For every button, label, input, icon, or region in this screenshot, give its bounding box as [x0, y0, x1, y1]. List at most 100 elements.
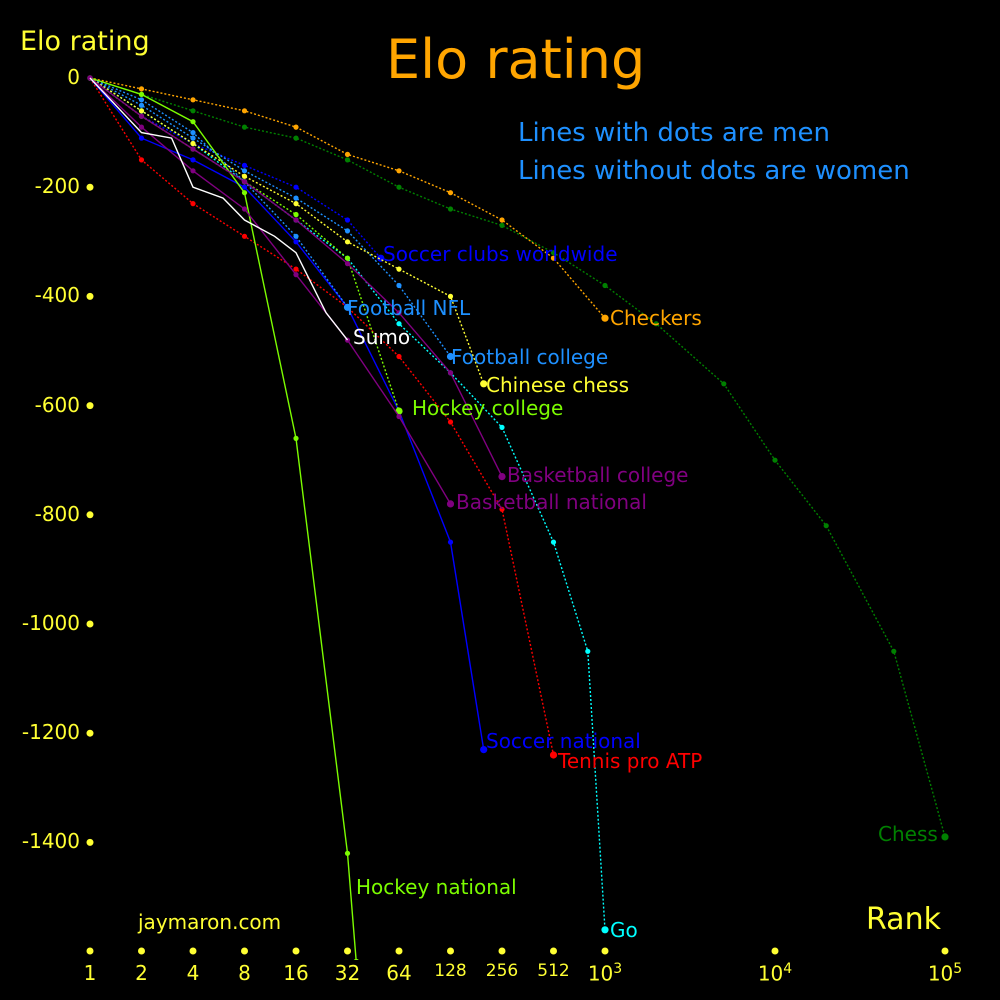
series-line-football-college — [89, 77, 452, 357]
x-tick-mark — [86, 947, 94, 955]
series-line-chinese-chess — [89, 77, 485, 385]
series-point-chess — [653, 321, 659, 327]
series-point-basketball-college — [138, 113, 145, 119]
x-tick-base: 256 — [485, 961, 519, 981]
y-axis-label: Elo rating — [20, 26, 150, 57]
x-tick-exponent: 4 — [783, 961, 793, 977]
series-point-go — [396, 321, 402, 327]
series-point-soccer-clubs-worldwide — [344, 217, 351, 223]
x-tick-mark — [447, 947, 454, 955]
series-point-hockey-national — [353, 958, 359, 960]
x-tick-label: 16 — [266, 961, 326, 985]
series-point-go — [601, 926, 609, 934]
x-tick-mark — [601, 947, 609, 955]
series-point-tennis-pro-atp — [549, 751, 558, 759]
x-tick-base: 2 — [135, 961, 148, 985]
series-point-checkers — [447, 190, 454, 196]
series-point-football-college — [138, 102, 145, 108]
series-point-chess — [344, 157, 351, 163]
series-point-tennis-pro-atp — [241, 233, 248, 239]
x-tick-mark — [498, 947, 506, 955]
series-point-hockey-college — [293, 211, 299, 218]
series-line-soccer-clubs-worldwide — [89, 77, 382, 259]
series-point-soccer-national — [190, 157, 196, 163]
legend-note-men: Lines with dots are men — [518, 118, 830, 148]
x-tick-mark — [241, 947, 248, 955]
series-point-basketball-college — [293, 217, 299, 223]
series-point-tennis-pro-atp — [138, 157, 145, 163]
series-point-hockey-college — [344, 255, 351, 261]
series-point-soccer-national — [447, 539, 454, 545]
series-label-checkers: Checkers — [610, 306, 702, 330]
series-label-soccer-clubs-worldwide: Soccer clubs worldwide — [383, 242, 618, 266]
y-tick-label: -800 — [34, 501, 80, 526]
series-point-tennis-pro-atp — [499, 506, 505, 512]
series-point-checkers — [396, 168, 402, 174]
x-tick-label: 2 — [112, 961, 172, 985]
x-tick-base: 10 — [587, 961, 614, 986]
series-point-soccer-clubs-worldwide — [293, 184, 299, 190]
x-tick-label: 512 — [524, 961, 584, 981]
x-tick-label: 105 — [915, 961, 975, 986]
series-point-checkers — [499, 217, 505, 223]
series-point-tennis-pro-atp — [396, 353, 402, 360]
series-label-hockey-college: Hockey college — [412, 396, 564, 420]
series-line-go — [89, 77, 606, 930]
series-label-hockey-national: Hockey national — [356, 875, 517, 899]
series-point-checkers — [550, 255, 557, 261]
series-point-go — [550, 539, 557, 545]
series-label-tennis-pro-atp: Tennis pro ATP — [558, 749, 703, 773]
series-point-basketball-college — [498, 473, 506, 481]
series-point-chess — [823, 523, 829, 529]
x-tick-base: 64 — [386, 961, 412, 985]
series-point-football-college — [344, 228, 351, 234]
series-point-checkers — [601, 314, 609, 322]
series-point-hockey-national — [344, 850, 351, 856]
x-tick-base: 10 — [927, 961, 954, 986]
series-point-football-college — [241, 168, 248, 174]
y-tick-label: -1000 — [21, 611, 80, 635]
series-point-tennis-pro-atp — [293, 266, 299, 272]
legend-note-women: Lines without dots are women — [518, 156, 910, 186]
y-tick-label: -1400 — [21, 829, 80, 854]
series-label-go: Go — [610, 918, 638, 942]
x-tick-base: 512 — [537, 961, 570, 981]
series-point-go — [585, 648, 591, 654]
y-tick-mark — [86, 183, 94, 191]
series-point-basketball-national — [293, 272, 299, 278]
series-point-soccer-national — [293, 239, 299, 245]
series-point-basketball-national — [138, 124, 145, 130]
x-tick-label: 128 — [421, 961, 481, 981]
series-label-soccer-national: Soccer national — [486, 729, 641, 753]
series-point-basketball-national — [190, 168, 196, 174]
y-tick-label: -600 — [34, 392, 80, 417]
series-line-basketball-national — [89, 77, 452, 505]
series-point-chess — [499, 222, 505, 228]
x-tick-label: 8 — [215, 961, 275, 985]
x-tick-mark — [395, 947, 403, 955]
x-tick-exponent: 5 — [953, 961, 963, 977]
y-tick-label: -200 — [34, 174, 80, 199]
series-point-chess — [772, 457, 778, 463]
series-point-checkers — [344, 151, 351, 157]
series-point-tennis-pro-atp — [190, 201, 196, 207]
series-point-football-nfl — [293, 233, 299, 239]
series-point-chinese-chess — [396, 266, 402, 272]
series-line-hockey-national — [89, 77, 357, 960]
series-point-football-nfl — [343, 303, 352, 311]
series-point-checkers — [190, 97, 196, 103]
series-point-go — [499, 424, 505, 430]
series-line-chess — [89, 77, 946, 838]
series-point-football-college — [293, 195, 299, 201]
series-line-sumo — [89, 77, 349, 341]
series-point-chess — [293, 135, 299, 141]
series-point-hockey-national — [293, 435, 299, 441]
series-label-football-nfl: Football NFL — [347, 296, 471, 320]
x-tick-base: 4 — [186, 961, 200, 985]
series-point-basketball-national — [396, 413, 402, 420]
series-point-football-college — [396, 282, 402, 289]
series-label-sumo: Sumo — [353, 325, 411, 349]
x-tick-mark — [344, 947, 351, 955]
series-point-chinese-chess — [344, 239, 351, 245]
